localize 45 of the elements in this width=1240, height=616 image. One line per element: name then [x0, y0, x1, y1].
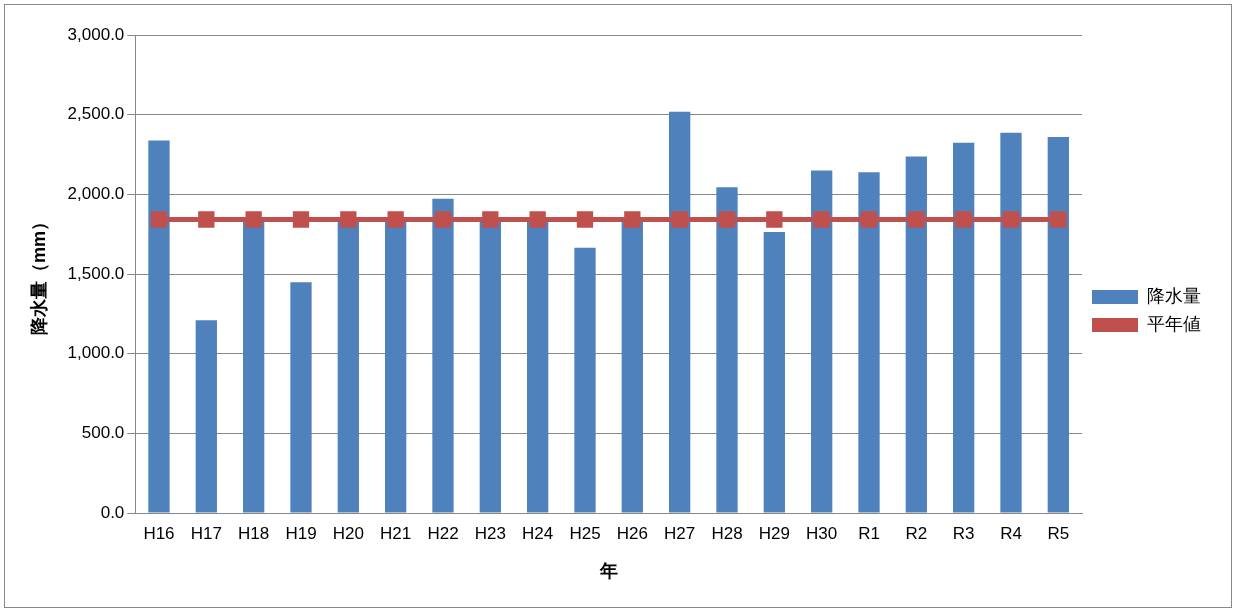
bar	[432, 198, 454, 513]
x-tick-label: H24	[522, 523, 554, 543]
bar	[1047, 136, 1069, 513]
x-tick-label: R5	[1047, 523, 1070, 543]
legend-label: 平年値	[1147, 313, 1201, 334]
x-tick-label: H28	[711, 523, 743, 543]
y-tick-label: 3,000.0	[67, 24, 125, 44]
x-tick-label: H21	[380, 523, 412, 543]
bar	[811, 170, 833, 513]
y-tick-label: 1,000.0	[67, 343, 125, 363]
y-axis-title: 降水量（mm）	[28, 212, 49, 336]
x-tick-label: R3	[952, 523, 975, 543]
x-tick-label: H26	[616, 523, 648, 543]
bar	[716, 187, 738, 513]
y-tick-label: 2,000.0	[67, 184, 125, 204]
bar	[953, 142, 975, 513]
legend-label: 降水量	[1147, 285, 1201, 306]
bar	[148, 140, 170, 513]
bar	[905, 156, 927, 513]
x-tick-label: H20	[332, 523, 364, 543]
x-tick-label: H27	[664, 523, 696, 543]
bar	[858, 172, 880, 513]
x-tick-label: H30	[806, 523, 838, 543]
x-tick-label: H22	[427, 523, 459, 543]
bar	[195, 320, 217, 513]
bar	[290, 282, 312, 513]
x-tick-label: H18	[238, 523, 270, 543]
y-tick-label: 1,500.0	[67, 263, 125, 283]
bar	[763, 232, 785, 513]
x-axis-title: 年	[598, 561, 618, 582]
y-tick-label: 0.0	[100, 502, 125, 522]
x-tick-label: H25	[569, 523, 601, 543]
x-tick-label: H23	[474, 523, 506, 543]
x-tick-label: H29	[758, 523, 790, 543]
x-tick-label: H16	[143, 523, 175, 543]
bar	[1000, 132, 1022, 513]
y-tick-label: 2,500.0	[67, 104, 125, 124]
x-tick-label: H17	[190, 523, 222, 543]
bar	[574, 247, 596, 513]
x-tick-label: R2	[905, 523, 928, 543]
x-tick-label: R1	[858, 523, 880, 543]
x-tick-label: H19	[285, 523, 317, 543]
x-tick-label: R4	[1000, 523, 1022, 543]
y-tick-label: 500.0	[81, 423, 125, 443]
bar	[669, 111, 691, 513]
